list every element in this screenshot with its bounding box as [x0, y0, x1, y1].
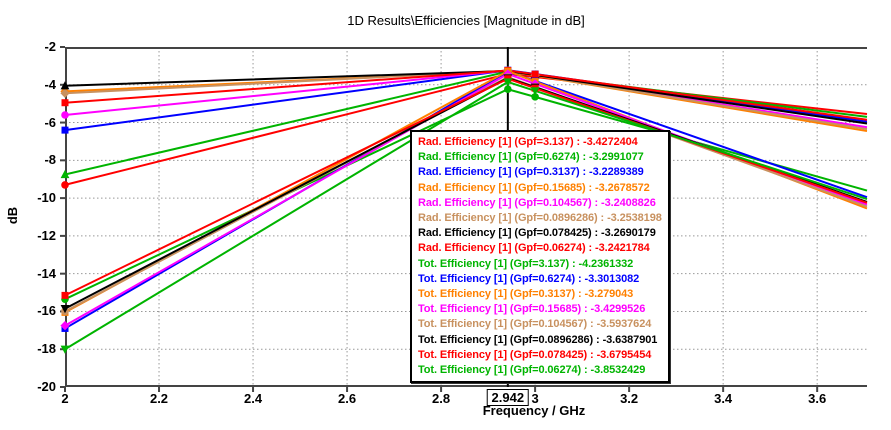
x-tick-label: 2.8: [432, 391, 451, 406]
legend-readout-box[interactable]: Rad. Efficiency [1] (Gpf=3.137) : -3.427…: [410, 130, 670, 384]
x-tick-label: 2: [61, 391, 69, 406]
series-marker-circle: [61, 111, 69, 119]
series-marker-circle: [504, 85, 512, 94]
x-tick-label: 3: [531, 391, 539, 406]
y-tick-label: -10: [37, 190, 56, 206]
x-tick-label: 2.2: [149, 391, 169, 406]
y-axis-title: dB: [5, 206, 21, 225]
chart-title: 1D Results\Efficiencies [Magnitude in dB…: [347, 13, 585, 28]
x-axis-title: Frequency / GHz: [482, 403, 586, 418]
y-tick-label: -2: [44, 39, 56, 54]
x-tick-label: 3.6: [808, 391, 827, 406]
legend-item: Rad. Efficiency [1] (Gpf=3.137) : -3.427…: [418, 136, 638, 148]
y-tick-label: -20: [37, 379, 56, 394]
legend-item: Rad. Efficiency [1] (Gpf=0.6274) : -3.29…: [418, 151, 644, 164]
series-marker-square: [61, 126, 69, 134]
legend-item: Rad. Efficiency [1] (Gpf=0.3137) : -3.22…: [418, 166, 644, 179]
series-marker-triangle-up: [60, 169, 70, 179]
x-tick-label: 2.6: [338, 391, 357, 406]
series-marker-triangle-down: [60, 345, 70, 354]
series-marker-triangle-down: [60, 305, 70, 314]
y-tick-label: -14: [37, 265, 56, 281]
series-marker-diamond: [60, 88, 70, 98]
legend-item: Rad. Efficiency [1] (Gpf=0.0896286) : -3…: [418, 212, 662, 225]
series-line-16[interactable]: [64, 80, 868, 351]
legend-item: Tot. Efficiency [1] (Gpf=0.15685) : -3.4…: [418, 303, 646, 316]
x-tick-label: 3.2: [620, 391, 639, 406]
y-tick-label: -6: [44, 114, 56, 130]
legend-item: Tot. Efficiency [1] (Gpf=0.6274) : -3.30…: [418, 272, 640, 285]
x-tick-label: 2.4: [243, 391, 263, 406]
legend-item: Rad. Efficiency [1] (Gpf=0.06274) : -3.2…: [418, 242, 650, 255]
series-marker-square: [61, 99, 69, 107]
legend-item: Tot. Efficiency [1] (Gpf=0.3137) : -3.27…: [418, 288, 634, 301]
series-marker-square: [61, 291, 69, 299]
legend-item: Tot. Efficiency [1] (Gpf=0.0896286) : -3…: [418, 333, 658, 346]
series-marker-square: [531, 70, 539, 78]
series-marker-diamond: [60, 321, 70, 331]
series-marker-circle: [61, 181, 69, 189]
series-marker-triangle-down: [530, 87, 540, 96]
series-marker-triangle-down: [503, 78, 513, 87]
y-tick-label: -12: [37, 227, 56, 243]
legend-item: Rad. Efficiency [1] (Gpf=0.104567) : -3.…: [418, 196, 656, 209]
series-marker-circle: [531, 93, 539, 101]
series-line-8[interactable]: [64, 69, 868, 121]
y-tick-label: -16: [37, 303, 56, 319]
y-tick-label: -18: [37, 341, 56, 357]
axis-marker-value-box: 2.942: [486, 389, 530, 406]
legend-item: Tot. Efficiency [1] (Gpf=0.06274) : -3.8…: [418, 364, 646, 377]
series-marker-triangle-up: [60, 81, 70, 90]
legend-item: Tot. Efficiency [1] (Gpf=0.078425) : -3.…: [418, 348, 652, 361]
legend-item: Tot. Efficiency [1] (Gpf=3.137) : -4.236…: [418, 257, 634, 270]
legend-item: Rad. Efficiency [1] (Gpf=0.078425) : -3.…: [418, 227, 656, 240]
y-tick-label: -8: [44, 152, 56, 168]
legend-item: Rad. Efficiency [1] (Gpf=0.15685) : -3.2…: [418, 181, 650, 194]
legend-item: Tot. Efficiency [1] (Gpf=0.104567) : -3.…: [418, 318, 652, 331]
x-tick-label: 3.4: [714, 391, 733, 406]
y-tick-label: -4: [44, 76, 56, 92]
